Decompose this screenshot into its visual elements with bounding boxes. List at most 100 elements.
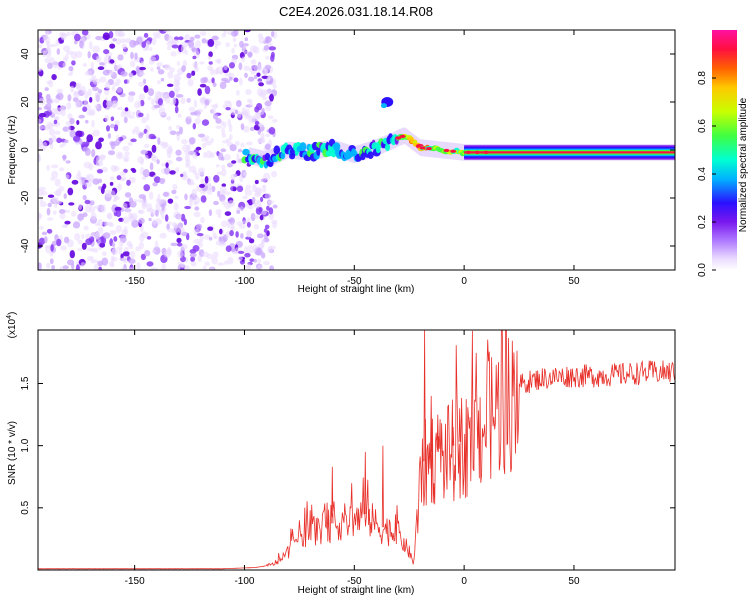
noise-speck: [243, 65, 250, 71]
noise-speck: [140, 253, 146, 261]
noise-speck: [194, 173, 200, 180]
noise-speck: [184, 193, 188, 201]
noise-speck: [217, 58, 222, 64]
noise-speck: [76, 120, 80, 125]
noise-speck: [138, 241, 144, 250]
noise-speck: [152, 32, 160, 37]
noise-speck: [240, 233, 244, 239]
noise-speck: [260, 196, 264, 203]
noise-speck: [41, 231, 48, 236]
noise-speck: [47, 194, 55, 198]
noise-speck: [149, 162, 154, 171]
noise-speck: [68, 72, 73, 76]
noise-speck: [63, 236, 70, 244]
noise-speck: [211, 35, 219, 41]
noise-speck: [94, 92, 101, 101]
noise-speck: [249, 126, 255, 132]
noise-speck: [109, 69, 115, 76]
noise-speck: [192, 245, 200, 252]
noise-speck: [243, 246, 248, 253]
noise-speck: [191, 47, 199, 52]
noise-speck: [121, 257, 129, 264]
noise-speck: [255, 188, 261, 196]
spectrogram-noise-layer: [38, 30, 278, 270]
noise-speck: [38, 186, 46, 191]
noise-speck: [63, 193, 67, 199]
noise-speck: [133, 199, 138, 203]
noise-speck: [106, 125, 110, 132]
noise-speck: [194, 117, 201, 125]
noise-speck: [113, 124, 119, 132]
noise-speck: [272, 118, 278, 123]
noise-speck: [212, 251, 219, 258]
noise-speck: [75, 100, 80, 109]
noise-speck: [155, 202, 161, 211]
noise-speck: [124, 107, 129, 112]
noise-speck: [87, 173, 94, 182]
noise-speck: [204, 99, 210, 106]
spectrogram-x-ticks: -150 -100 -50 0 50: [125, 30, 580, 287]
x-tick-label: 50: [568, 276, 580, 287]
noise-speck: [143, 32, 149, 38]
noise-speck: [44, 87, 49, 92]
noise-speck: [225, 42, 230, 48]
noise-speck: [199, 97, 206, 103]
noise-speck: [223, 30, 227, 36]
noise-speck: [85, 119, 89, 124]
noise-speck: [236, 221, 243, 226]
noise-speck: [125, 207, 131, 213]
noise-speck: [90, 212, 97, 221]
noise-speck: [268, 127, 276, 135]
noise-speck: [177, 242, 183, 247]
noise-speck: [272, 222, 277, 229]
noise-speck: [142, 169, 150, 178]
noise-speck: [259, 214, 264, 221]
noise-speck: [269, 265, 274, 270]
noise-speck: [98, 137, 104, 143]
noise-speck: [143, 85, 149, 93]
noise-speck: [84, 199, 91, 205]
noise-speck: [163, 250, 171, 258]
noise-speck: [62, 265, 69, 270]
noise-speck: [59, 212, 66, 220]
noise-speck: [174, 195, 179, 200]
noise-speck: [91, 149, 96, 158]
noise-speck: [265, 56, 270, 60]
noise-speck: [56, 48, 60, 55]
noise-speck: [109, 123, 115, 129]
noise-speck: [229, 134, 233, 140]
noise-speck: [156, 159, 160, 165]
noise-speck: [253, 259, 257, 263]
noise-speck: [93, 264, 100, 270]
noise-speck: [155, 209, 159, 217]
noise-speck: [79, 40, 84, 49]
noise-speck: [140, 61, 145, 66]
noise-speck: [220, 148, 227, 153]
x-tick-label: -150: [125, 576, 145, 587]
noise-speck: [188, 39, 195, 48]
noise-speck: [188, 106, 196, 112]
noise-speck: [49, 123, 57, 127]
noise-speck: [256, 72, 261, 77]
noise-speck: [167, 198, 174, 204]
snr-y-label: SNR (10 * v/v): [7, 421, 18, 485]
noise-speck: [82, 146, 89, 152]
x-tick-label: 0: [461, 576, 467, 587]
noise-speck: [134, 52, 138, 60]
noise-speck: [179, 126, 183, 135]
noise-speck: [128, 243, 134, 250]
noise-speck: [171, 39, 180, 44]
noise-speck: [95, 141, 102, 150]
noise-speck: [197, 167, 205, 175]
noise-speck: [38, 119, 42, 123]
noise-speck: [176, 237, 182, 243]
snr-x-ticks: -150 -100 -50 0 50: [125, 330, 580, 587]
noise-speck: [262, 186, 267, 193]
noise-speck: [191, 188, 197, 197]
noise-speck: [231, 248, 236, 253]
noise-speck: [147, 88, 155, 97]
noise-speck: [68, 202, 75, 206]
noise-speck: [117, 246, 123, 251]
noise-speck: [95, 232, 101, 240]
noise-speck: [224, 79, 231, 84]
